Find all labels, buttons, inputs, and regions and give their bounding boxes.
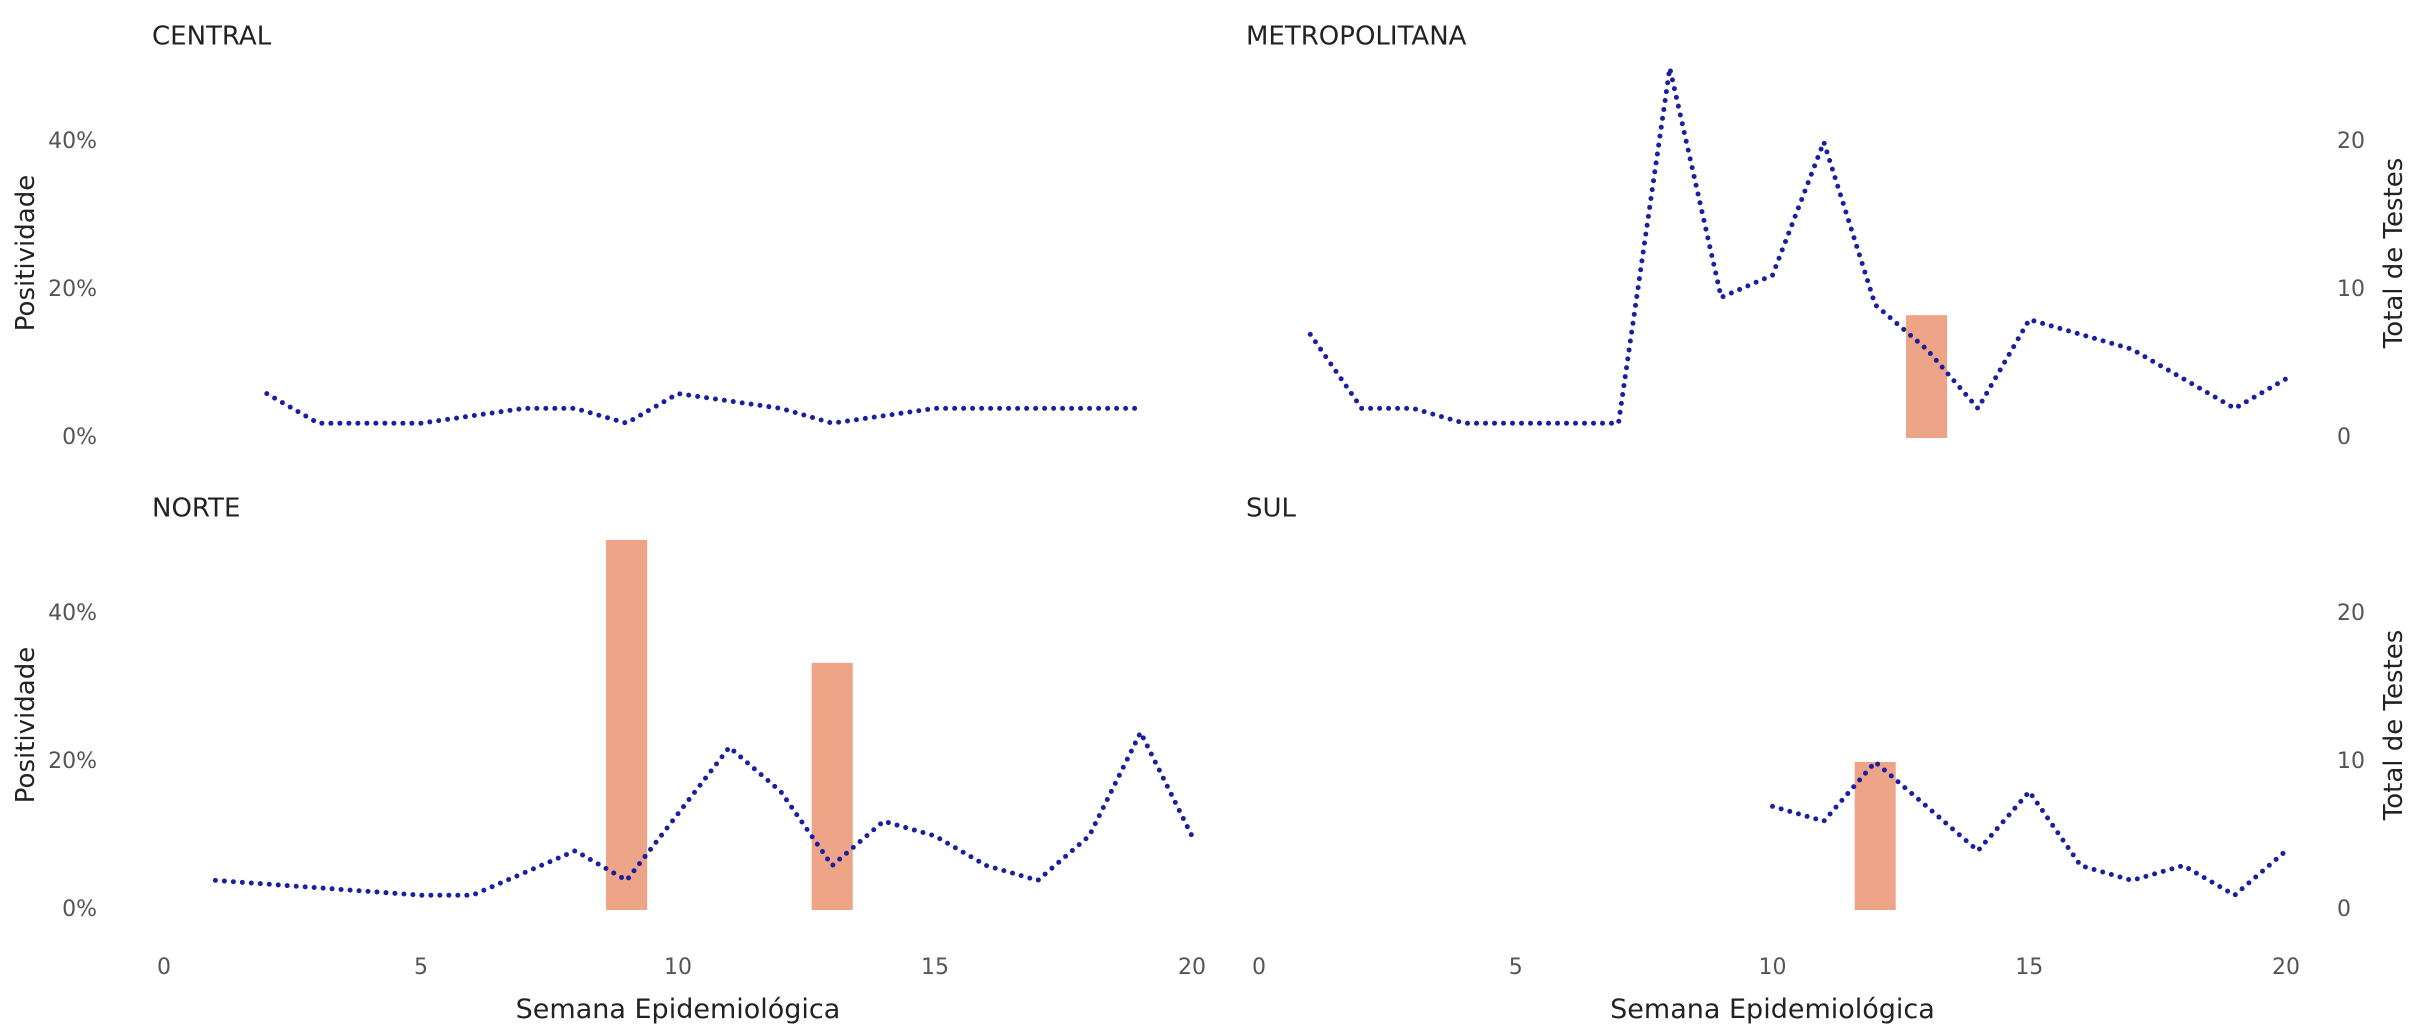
y-right-tick-label: 20: [2337, 601, 2365, 626]
panel-title-central: CENTRAL: [152, 21, 272, 51]
x-axis-label: Semana Epidemiológica: [1610, 994, 1935, 1025]
x-tick-label: 5: [414, 955, 428, 980]
x-tick-label: 15: [921, 955, 949, 980]
positivity-line-norte: [212, 729, 1195, 898]
y-left-tick-label: 20%: [48, 277, 97, 302]
y-right-tick-label: 0: [2337, 425, 2351, 450]
x-tick-label: 15: [2015, 955, 2043, 980]
x-tick-label: 10: [664, 955, 692, 980]
x-axis-label: Semana Epidemiológica: [516, 994, 841, 1025]
y-left-tick-label: 20%: [48, 749, 97, 774]
positivity-line-central: [264, 391, 1144, 426]
panel-title-norte: NORTE: [152, 493, 240, 523]
positivity-line-metropolitana: [1307, 65, 2289, 426]
y-axis-label-left: Positividade: [11, 175, 41, 331]
y-left-tick-label: 40%: [48, 129, 97, 154]
y-axis-label-left: Positividade: [11, 647, 41, 803]
x-tick-label: 5: [1509, 955, 1523, 980]
bar-sul-week-12: [1854, 762, 1896, 910]
x-tick-label: 0: [157, 955, 171, 980]
bar-norte-week-13: [811, 662, 853, 910]
x-tick-label: 20: [2272, 955, 2300, 980]
y-right-tick-label: 10: [2337, 277, 2365, 302]
y-right-tick-label: 20: [2337, 129, 2365, 154]
y-right-tick-label: 0: [2337, 897, 2351, 922]
y-left-tick-label: 40%: [48, 601, 97, 626]
y-left-tick-label: 0%: [62, 897, 97, 922]
bar-norte-week-9: [606, 540, 648, 910]
y-axis-label-right: Total de Testes: [2379, 630, 2409, 822]
y-left-tick-label: 0%: [62, 425, 97, 450]
panel-title-metropolitana: METROPOLITANA: [1246, 21, 1467, 51]
y-right-tick-label: 10: [2337, 749, 2365, 774]
y-axis-label-right: Total de Testes: [2379, 158, 2409, 350]
x-tick-label: 0: [1252, 955, 1266, 980]
positivity-line-sul: [1770, 759, 2289, 898]
x-tick-label: 20: [1178, 955, 1206, 980]
x-tick-label: 10: [1759, 955, 1787, 980]
panel-title-sul: SUL: [1246, 493, 1297, 523]
